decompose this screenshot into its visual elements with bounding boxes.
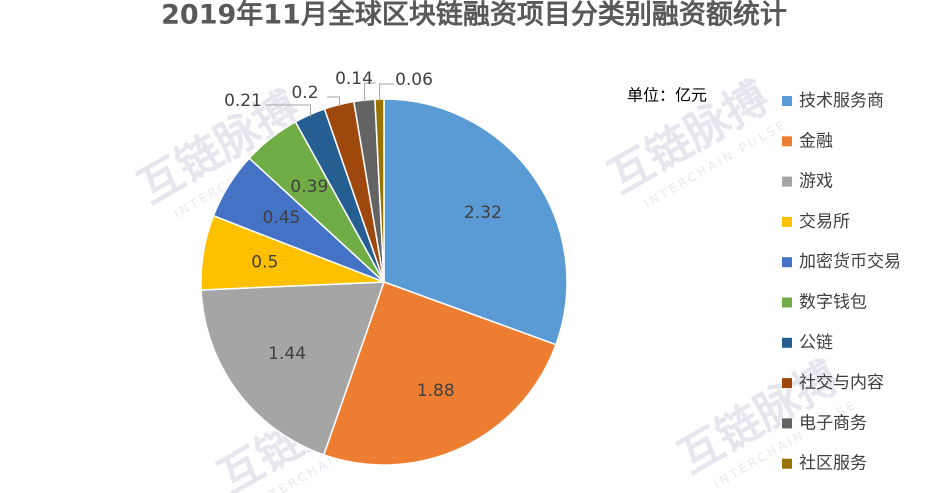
- legend-swatch: [782, 136, 792, 147]
- data-label: 0.2: [291, 83, 318, 103]
- legend-label: 游戏: [799, 172, 833, 192]
- legend-label: 社交与内容: [799, 373, 884, 393]
- legend-swatch: [782, 458, 792, 469]
- legend-label: 数字钱包: [799, 293, 867, 313]
- leader-line: [265, 104, 312, 117]
- legend-swatch: [782, 337, 792, 348]
- pie-slice: [322, 281, 557, 466]
- leader-line: [379, 83, 394, 102]
- pie-slice: [200, 281, 386, 456]
- legend-swatch: [782, 257, 792, 268]
- pie-slice: [383, 98, 568, 346]
- legend-label: 公链: [799, 333, 833, 353]
- legend-label: 电子商务: [799, 413, 867, 433]
- leader-line: [327, 96, 341, 107]
- chart-title: 2019年11月全球区块链融资项目分类别融资额统计: [161, 0, 787, 31]
- legend-swatch: [782, 216, 792, 227]
- legend-label: 社区服务: [799, 454, 867, 474]
- legend-swatch: [782, 418, 792, 429]
- data-label: 2.32: [464, 203, 502, 223]
- data-label: 0.39: [290, 177, 328, 197]
- data-label: 1.88: [417, 381, 455, 401]
- data-label: 0.45: [263, 208, 301, 228]
- legend-swatch: [782, 378, 792, 389]
- data-label: 0.21: [224, 91, 262, 111]
- leader-line: [364, 82, 376, 103]
- legend-label: 技术服务商: [799, 91, 884, 111]
- unit-label: 单位：亿元: [627, 86, 707, 105]
- data-label: 0.14: [335, 69, 373, 89]
- data-label: 0.5: [251, 252, 278, 272]
- legend-label: 金融: [799, 131, 833, 151]
- legend-label: 交易所: [799, 212, 850, 232]
- data-label: 0.06: [395, 70, 433, 90]
- legend-swatch: [782, 176, 792, 187]
- legend-label: 加密货币交易: [799, 252, 901, 272]
- legend-swatch: [782, 96, 792, 106]
- data-label: 1.44: [268, 344, 306, 364]
- legend-swatch: [782, 297, 792, 308]
